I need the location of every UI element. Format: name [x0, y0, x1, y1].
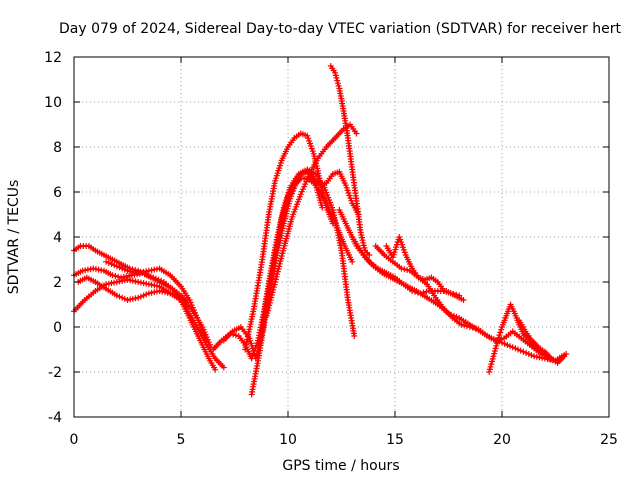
y-tick-label: 8: [53, 140, 62, 156]
x-tick-label: 5: [177, 432, 186, 448]
series-track: [516, 317, 568, 366]
x-tick-label: 0: [70, 432, 79, 448]
series-markers: [242, 130, 336, 353]
y-tick-label: -2: [48, 365, 62, 381]
y-tick-label: 6: [53, 185, 62, 201]
y-tick-label: 2: [53, 275, 62, 291]
y-tick-label: 10: [44, 95, 62, 111]
y-tick-label: 12: [44, 50, 62, 66]
x-axis-label: GPS time / hours: [282, 458, 399, 474]
series-line: [244, 132, 334, 350]
series-track: [242, 130, 336, 353]
y-tick-label: 4: [53, 230, 62, 246]
y-tick-label: -4: [48, 410, 62, 426]
series-markers: [516, 317, 568, 366]
series-line: [105, 260, 208, 341]
x-tick-label: 15: [386, 432, 404, 448]
data-series: [71, 63, 570, 398]
axis-ticks: 0 5 10 15 20 25 -4 -2 0 2 4 6 8 10 12: [44, 50, 618, 448]
y-axis-label: SDTVAR / TECUs: [6, 180, 22, 295]
series-track: [327, 63, 373, 258]
series-track: [383, 234, 463, 299]
y-tick-label: 0: [53, 320, 62, 336]
x-tick-label: 10: [279, 432, 297, 448]
series-markers: [263, 121, 360, 319]
series-markers: [103, 258, 210, 344]
series-track: [372, 243, 559, 364]
grid-lines: [74, 57, 609, 417]
series-track: [103, 258, 210, 344]
series-markers: [259, 168, 362, 326]
x-tick-label: 20: [493, 432, 511, 448]
series-markers: [327, 63, 373, 258]
series-track: [259, 168, 362, 326]
series-markers: [383, 234, 463, 299]
x-tick-label: 25: [600, 432, 618, 448]
chart-title: Day 079 of 2024, Sidereal Day-to-day VTE…: [59, 21, 621, 37]
